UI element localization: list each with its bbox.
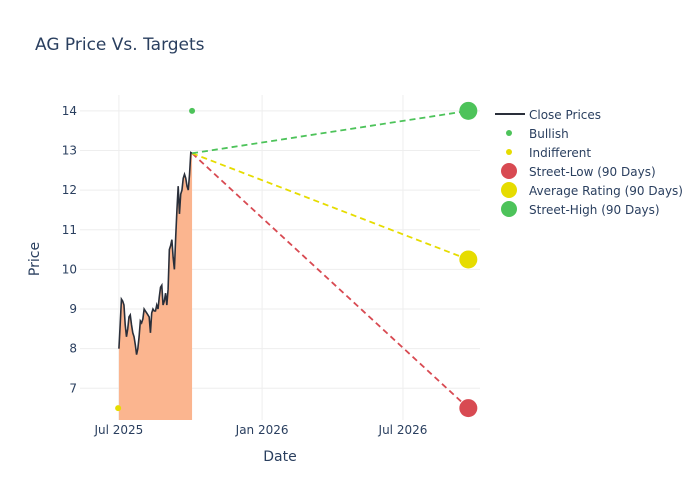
data-layer <box>115 101 478 420</box>
target-line-2 <box>191 109 469 155</box>
y-axis-title: Price <box>27 242 43 276</box>
x-axis-ticks: Jul 2025 Jan 2026 Jul 2026 <box>93 423 427 437</box>
legend-label-close-prices: Close Prices <box>529 108 601 122</box>
y-tick-label: 13 <box>62 143 77 157</box>
legend-item-average-rating[interactable]: Average Rating (90 Days) <box>501 182 683 198</box>
close-price-line <box>118 151 193 355</box>
x-tick-label: Jan 2026 <box>235 423 289 437</box>
y-tick-label: 10 <box>62 262 77 276</box>
rating-point-indifferent <box>115 405 122 412</box>
legend-item-street-low[interactable]: Street-Low (90 Days) <box>501 163 656 179</box>
rating-point-bullish <box>189 107 196 114</box>
legend-item-bullish[interactable]: Bullish <box>506 127 569 141</box>
legend-item-street-high[interactable]: Street-High (90 Days) <box>501 201 660 217</box>
x-tick-label: Jul 2025 <box>93 423 143 437</box>
legend-item-indifferent[interactable]: Indifferent <box>506 146 591 160</box>
y-tick-label: 12 <box>62 183 77 197</box>
y-tick-label: 8 <box>69 342 77 356</box>
legend-marker-average-rating <box>501 182 517 198</box>
legend: Close Prices Bullish Indifferent Street-… <box>495 108 683 217</box>
target-line-0 <box>191 152 469 409</box>
legend-marker-street-low <box>501 163 517 179</box>
target-marker-0 <box>459 399 478 418</box>
target-marker-1 <box>459 250 478 269</box>
legend-marker-indifferent <box>506 149 512 155</box>
y-tick-label: 9 <box>69 302 77 316</box>
legend-label-street-low: Street-Low (90 Days) <box>529 165 656 179</box>
chart-title: AG Price Vs. Targets <box>35 35 205 55</box>
target-line-1 <box>191 152 469 261</box>
y-axis-ticks: 7 8 9 10 11 12 13 14 <box>62 104 77 395</box>
x-tick-label: Jul 2026 <box>378 423 428 437</box>
legend-label-indifferent: Indifferent <box>529 146 591 160</box>
legend-label-street-high: Street-High (90 Days) <box>529 203 660 217</box>
legend-marker-street-high <box>501 201 517 217</box>
y-tick-label: 7 <box>69 381 77 395</box>
legend-label-bullish: Bullish <box>529 127 569 141</box>
y-tick-label: 11 <box>62 223 77 237</box>
legend-item-close-prices[interactable]: Close Prices <box>495 108 601 122</box>
y-tick-label: 14 <box>62 104 77 118</box>
x-axis-title: Date <box>263 449 296 465</box>
legend-label-average-rating: Average Rating (90 Days) <box>529 184 683 198</box>
legend-marker-bullish <box>506 130 512 136</box>
target-marker-2 <box>459 101 478 120</box>
